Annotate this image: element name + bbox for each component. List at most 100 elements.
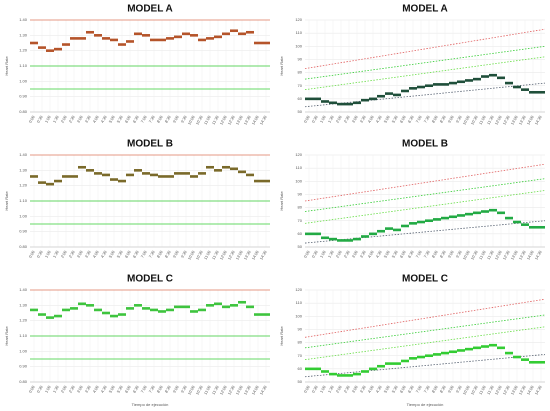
reference-line bbox=[304, 326, 546, 361]
x-tick-label: 2:30 bbox=[343, 249, 352, 259]
x-tick-label: 13:30 bbox=[517, 384, 527, 396]
y-axis-label: Heart Rate bbox=[279, 56, 284, 76]
step-segment bbox=[361, 370, 369, 373]
step-segment bbox=[238, 300, 246, 304]
y-tick-label: 80 bbox=[298, 340, 303, 345]
x-tick-label: 3:00 bbox=[76, 249, 85, 259]
x-tick-label: 7:00 bbox=[415, 249, 424, 259]
x-tick-label: 14:30 bbox=[258, 114, 268, 126]
x-tick-label: 5:30 bbox=[116, 384, 125, 394]
x-tick-label: 4:30 bbox=[100, 249, 109, 259]
x-tick-label: 3:30 bbox=[84, 384, 93, 394]
x-tick-label: 8:30 bbox=[164, 384, 173, 394]
step-segment bbox=[190, 175, 198, 178]
y-tick-label: 0.90 bbox=[19, 94, 28, 99]
step-segment bbox=[126, 173, 134, 177]
chart-title: MODEL A bbox=[402, 4, 448, 15]
x-tick-label: 3:00 bbox=[351, 384, 360, 394]
x-tick-label: 4:00 bbox=[367, 249, 376, 259]
y-tick-label: 1.00 bbox=[19, 348, 28, 353]
x-tick-label: 0:30 bbox=[311, 114, 320, 124]
step-segment bbox=[369, 232, 377, 236]
x-tick-label: 0:30 bbox=[36, 249, 45, 259]
chart-title: MODEL C bbox=[127, 274, 173, 285]
x-tick-label: 3:30 bbox=[359, 384, 368, 394]
y-tick-label: 100 bbox=[295, 43, 302, 48]
step-segment bbox=[94, 34, 102, 37]
y-tick-label: 120 bbox=[295, 17, 302, 22]
x-tick-label: 5:00 bbox=[383, 249, 392, 259]
x-tick-label: 4:30 bbox=[100, 114, 109, 124]
x-tick-label: 2:00 bbox=[60, 384, 69, 394]
step-segment bbox=[222, 165, 230, 169]
y-tick-label: 80 bbox=[298, 70, 303, 75]
step-segment bbox=[329, 237, 337, 241]
y-tick-label: 70 bbox=[298, 353, 303, 358]
x-tick-label: 5:30 bbox=[391, 114, 400, 124]
y-axis-label: Heart Rate bbox=[4, 56, 9, 76]
x-tick-label: 5:00 bbox=[383, 114, 392, 124]
step-segment bbox=[321, 370, 329, 373]
step-segment bbox=[345, 374, 353, 377]
x-tick-label: 5:00 bbox=[383, 384, 392, 394]
x-tick-label: 1:30 bbox=[327, 114, 336, 124]
step-segment bbox=[305, 367, 313, 371]
x-tick-label: 14:30 bbox=[533, 114, 543, 126]
x-tick-label: 6:30 bbox=[407, 114, 416, 124]
x-tick-label: 12:00 bbox=[218, 114, 228, 126]
chart-title: MODEL B bbox=[402, 139, 448, 150]
step-segment bbox=[110, 38, 118, 42]
x-tick-label: 6:30 bbox=[132, 249, 141, 259]
step-segment bbox=[409, 357, 417, 360]
step-segment bbox=[46, 49, 54, 52]
x-tick-label: 12:00 bbox=[493, 384, 503, 396]
step-segment bbox=[134, 169, 142, 172]
step-segment bbox=[513, 220, 521, 224]
x-tick-label: 4:30 bbox=[375, 249, 384, 259]
step-segment bbox=[38, 181, 46, 184]
step-segment bbox=[166, 308, 174, 312]
step-segment bbox=[489, 73, 497, 77]
step-segment bbox=[238, 170, 246, 174]
step-segment bbox=[393, 362, 401, 365]
step-segment bbox=[78, 165, 86, 169]
y-tick-label: 0.80 bbox=[19, 244, 28, 249]
x-tick-label: 2:00 bbox=[335, 114, 344, 124]
step-segment bbox=[313, 232, 321, 236]
x-tick-label: 7:30 bbox=[148, 384, 157, 394]
x-tick-label: 10:00 bbox=[461, 249, 471, 261]
step-segment bbox=[126, 307, 134, 310]
step-segment bbox=[401, 89, 409, 93]
reference-line bbox=[304, 163, 546, 202]
step-segment bbox=[94, 172, 102, 175]
step-segment bbox=[102, 311, 110, 315]
step-segment bbox=[369, 97, 377, 101]
step-segment bbox=[70, 307, 78, 310]
step-segment bbox=[345, 239, 353, 242]
step-segment bbox=[321, 100, 329, 103]
step-segment bbox=[409, 87, 417, 90]
y-tick-label: 70 bbox=[298, 218, 303, 223]
x-tick-label: 13:00 bbox=[234, 114, 244, 126]
x-tick-label: 7:30 bbox=[423, 384, 432, 394]
x-tick-label: 8:30 bbox=[164, 114, 173, 124]
x-tick-label: 9:00 bbox=[172, 384, 181, 394]
x-tick-label: 5:30 bbox=[116, 114, 125, 124]
step-segment bbox=[481, 210, 489, 213]
x-tick-label: 13:30 bbox=[517, 114, 527, 126]
x-tick-label: 11:30 bbox=[486, 249, 496, 261]
y-tick-label: 1.10 bbox=[19, 198, 28, 203]
x-tick-label: 2:30 bbox=[68, 114, 77, 124]
step-segment bbox=[246, 30, 254, 34]
step-segment bbox=[449, 81, 457, 85]
step-segment bbox=[214, 35, 222, 39]
x-tick-label: 2:00 bbox=[335, 384, 344, 394]
x-tick-label: 9:30 bbox=[455, 114, 464, 124]
y-tick-label: 1.20 bbox=[19, 318, 28, 323]
step-segment bbox=[134, 304, 142, 307]
chart-title: MODEL A bbox=[127, 4, 173, 15]
step-segment bbox=[166, 37, 174, 40]
x-tick-label: 5:30 bbox=[116, 249, 125, 259]
step-segment bbox=[238, 32, 246, 36]
step-segment bbox=[174, 35, 182, 39]
